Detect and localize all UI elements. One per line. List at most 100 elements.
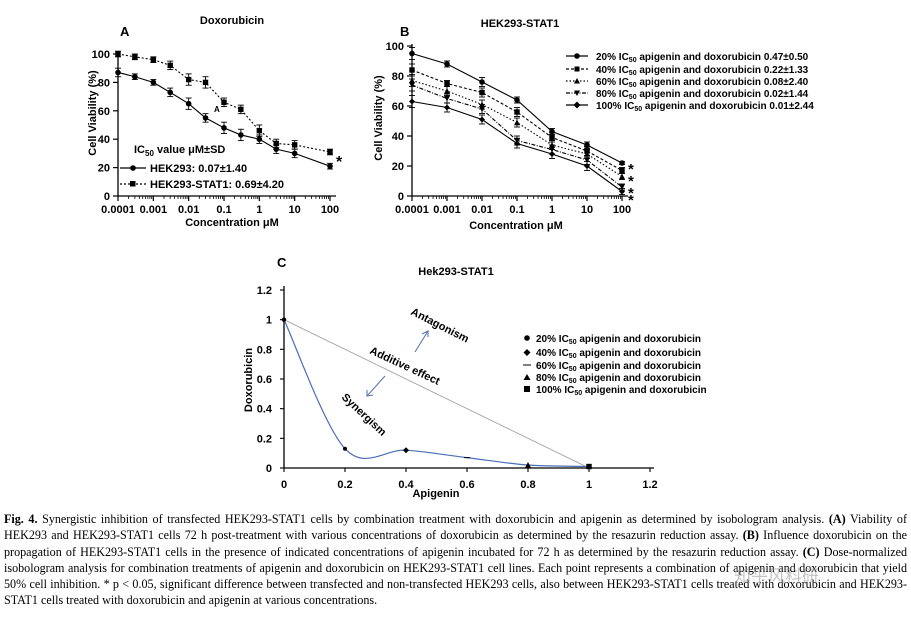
y-tick-label: 0: [104, 191, 110, 203]
data-point: [514, 97, 520, 103]
data-point: [167, 62, 173, 69]
data-point: [150, 56, 157, 63]
data-point: [549, 151, 555, 157]
arrow-to-synergism: [366, 375, 386, 397]
x-tick-label: 0.01: [178, 204, 199, 216]
panel-b-stars: * * * *: [628, 161, 634, 209]
x-tick-label: 0.0001: [395, 204, 429, 216]
panel-b-star-2: *: [628, 173, 634, 190]
x-tick-label: 0.8: [520, 479, 535, 491]
panel-c-title: Hek293-STAT1: [418, 266, 493, 278]
panel-b: B HEK293-STAT1 Cell Viability (%) Concen…: [373, 18, 814, 232]
y-tick-label: 0: [398, 191, 404, 203]
x-tick-label: 0.2: [337, 479, 352, 491]
data-point: [403, 447, 409, 454]
data-point: [132, 73, 138, 80]
legend-label: 100% IC50 apigenin and doxorubicin 0.01±…: [596, 101, 814, 113]
data-point: [291, 142, 298, 148]
legend-item-c-2: 40% IC50 apigenin and doxorubicin: [523, 348, 701, 360]
panel-a-ylabel: Cell Viability (%): [87, 70, 99, 156]
y-tick-label: 0.4: [257, 404, 273, 416]
annotation-synergism: Synergism: [339, 391, 388, 438]
legend-marker-triangle-down: [574, 90, 580, 96]
y-tick-label: 100: [92, 49, 110, 61]
panel-b-plot: 0 20 40 60 80 100 0.0001 0.001 0.01 0.1 1 10 100: [386, 41, 632, 216]
x-tick-label: 1: [586, 479, 592, 491]
data-point: [238, 132, 244, 138]
arrow-head-antagonism: [421, 330, 429, 337]
legend-marker-circle: [574, 53, 580, 59]
data-point: [479, 79, 485, 85]
arrow-head-synergism: [366, 390, 374, 397]
legend-marker-triangle-up: [523, 374, 531, 380]
y-tick-label: 1.2: [257, 285, 272, 297]
data-point: [409, 98, 415, 105]
annotation-additive-effect: Additive effect: [368, 345, 442, 388]
caption-b-text: Influence doxorubicin on the propagation…: [4, 528, 907, 559]
legend-marker-circle: [524, 335, 530, 341]
data-point: [514, 119, 520, 126]
y-tick-label: 20: [392, 161, 404, 173]
x-tick-label: 0.0001: [101, 204, 135, 216]
panel-b-star-3: *: [628, 185, 634, 202]
panel-a-inner-letter: A: [214, 105, 220, 114]
legend-label: 80% IC50 apigenin and doxorubicin 0.02±1…: [596, 89, 809, 101]
caption-c-label: (C): [802, 544, 820, 559]
legend-marker-diamond: [523, 349, 531, 356]
caption-a-label: (A): [828, 512, 846, 526]
legend-label-hek293-stat1: HEK293-STAT1: 0.69±4.20: [150, 179, 284, 191]
data-point: [202, 115, 209, 121]
panel-a: A Doxorubicin Cell Viability (%) Concent…: [87, 15, 343, 229]
data-point: [256, 136, 263, 142]
x-tick-label: 0.4: [398, 479, 414, 491]
panel-b-star-1: *: [628, 161, 634, 178]
legend-label: 80% IC50 apigenin and doxorubicin: [536, 373, 701, 385]
x-tick-label: 100: [321, 204, 339, 216]
legend-label: 100% IC50 apigenin and doxorubicin: [536, 385, 707, 397]
data-point: [586, 463, 592, 470]
data-point: [479, 89, 485, 96]
x-tick-label: 0.1: [509, 204, 524, 216]
y-tick-label: 20: [98, 163, 110, 175]
x-tick-label: 0.001: [140, 204, 168, 216]
series-line: [117, 71, 331, 167]
curve-start-point: [281, 317, 287, 322]
data-point: [150, 79, 157, 86]
figure-caption: Fig. 4. Synergistic inhibition of transf…: [4, 511, 907, 609]
data-point: [619, 184, 625, 190]
data-point: [584, 163, 590, 169]
caption-c-text: Dose-normalized isobologram analysis for…: [4, 544, 908, 608]
data-point: [132, 54, 138, 60]
legend-item-b-1: 20% IC50 apigenin and doxorubicin 0.47±0…: [566, 52, 809, 64]
data-point: [273, 140, 279, 147]
data-point: [549, 134, 555, 141]
data-point: [619, 160, 625, 166]
series-3: [409, 74, 625, 180]
data-point: [584, 157, 590, 163]
panel-c-xlabel: Apigenin: [412, 488, 459, 500]
caption-b-label: (B): [742, 528, 759, 543]
x-tick-label: 0.01: [471, 204, 492, 216]
y-tick-label: 80: [98, 77, 110, 89]
x-tick-label: 0.6: [459, 479, 474, 491]
legend-marker-square: [574, 66, 580, 72]
y-tick-label: 1: [266, 315, 272, 327]
data-point: [115, 69, 121, 76]
y-tick-label: 40: [98, 134, 110, 146]
data-point: [221, 99, 227, 105]
panel-b-star-4: *: [628, 192, 634, 209]
data-point: [185, 76, 192, 83]
legend-marker-diamond: [573, 101, 581, 109]
panel-a-title: Doxorubicin: [200, 15, 264, 27]
legend-label: 20% IC50 apigenin and doxorubicin: [536, 334, 701, 346]
y-tick-label: 40: [392, 131, 404, 143]
legend-item-c-3: 60% IC50 apigenin and doxorubicin: [523, 361, 701, 373]
y-tick-label: 0: [266, 463, 272, 475]
data-point: [167, 89, 173, 96]
series-2: [409, 63, 625, 174]
legend-item-b-5: 100% IC50 apigenin and doxorubicin 0.01±…: [566, 101, 814, 113]
watermark: 知乎风科研: [734, 567, 819, 587]
y-tick-label: 100: [386, 41, 404, 53]
x-tick-label: 0: [281, 479, 287, 491]
legend-label: 60% IC50 apigenin and doxorubicin 0.08±2…: [596, 77, 809, 89]
